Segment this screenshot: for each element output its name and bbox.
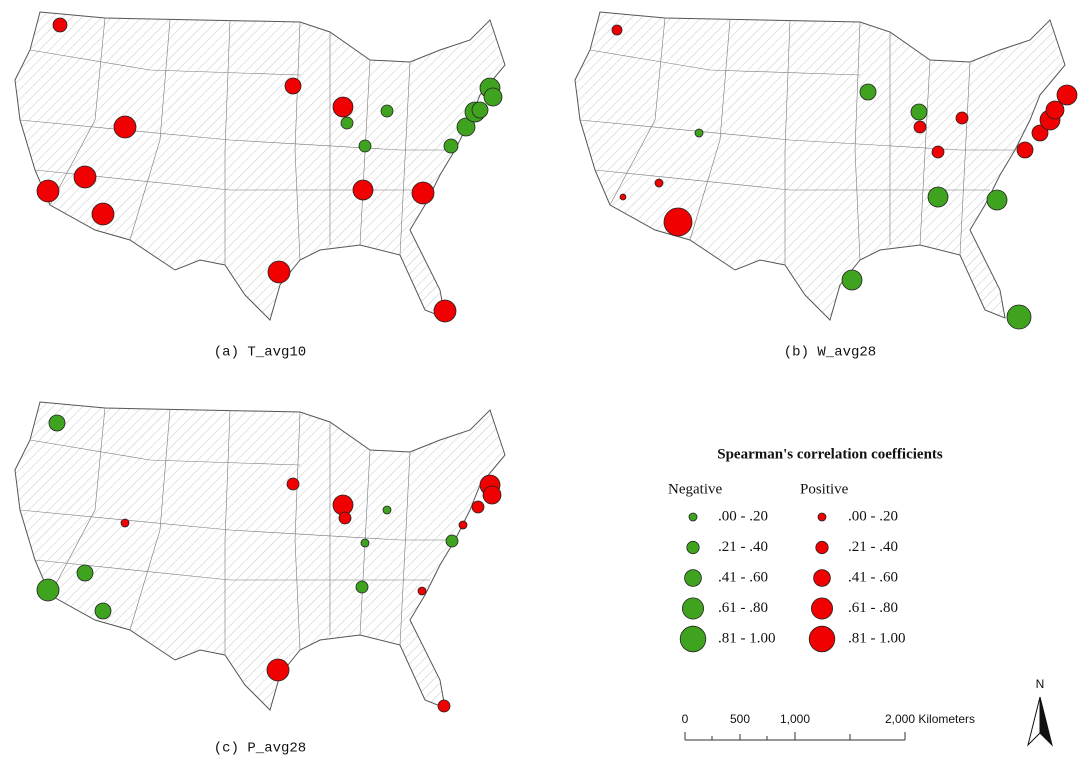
site-negative xyxy=(910,103,928,121)
us-map xyxy=(574,11,1066,321)
site-positive xyxy=(663,207,693,237)
legend-negative-symbol xyxy=(684,569,702,587)
site-negative xyxy=(340,116,354,130)
site-positive xyxy=(332,96,354,118)
legend-class-label: .00 - .20 xyxy=(848,508,898,524)
site-positive xyxy=(654,178,664,188)
site-positive xyxy=(482,485,502,505)
panel-caption: (a) T_avg10 xyxy=(214,345,306,361)
legend-positive-symbol xyxy=(808,625,836,653)
site-positive xyxy=(91,202,115,226)
site-positive xyxy=(1045,100,1065,120)
site-positive xyxy=(417,586,427,596)
map-panel xyxy=(14,11,506,323)
legend-negative-symbol xyxy=(679,625,707,653)
site-positive xyxy=(913,120,927,134)
site-negative xyxy=(94,602,112,620)
site-positive xyxy=(471,500,485,514)
site-positive xyxy=(266,658,290,682)
site-positive xyxy=(338,511,352,525)
legend-class-label: .41 - .60 xyxy=(718,569,768,585)
site-positive xyxy=(611,24,623,36)
site-positive xyxy=(619,193,627,201)
site-negative xyxy=(355,580,369,594)
site-negative xyxy=(986,189,1008,211)
legend-rows: .00 - .20 .00 - .20 .21 - .40 .21 - .40 .41 … xyxy=(679,508,906,653)
legend-class-label: .81 - 1.00 xyxy=(848,630,906,646)
site-positive xyxy=(267,260,291,284)
site-positive xyxy=(284,77,302,95)
site-negative xyxy=(927,186,949,208)
us-map xyxy=(14,11,506,321)
site-negative xyxy=(456,117,476,137)
us-map xyxy=(14,401,506,711)
site-negative xyxy=(694,128,704,138)
site-negative xyxy=(358,139,372,153)
north-label: N xyxy=(1036,677,1045,691)
site-positive xyxy=(437,699,451,713)
legend-positive-symbol xyxy=(811,597,834,620)
site-positive xyxy=(1056,84,1078,106)
legend-class-label: .81 - 1.00 xyxy=(718,630,776,646)
site-positive xyxy=(1016,141,1034,159)
map-panel xyxy=(14,401,506,713)
site-negative xyxy=(483,87,503,107)
site-negative xyxy=(471,101,489,119)
site-positive xyxy=(52,17,68,33)
site-positive xyxy=(411,181,435,205)
legend-title: Spearman's correlation coefficients xyxy=(717,446,943,462)
site-negative xyxy=(48,414,66,432)
legend-class-label: .41 - .60 xyxy=(848,569,898,585)
site-negative xyxy=(859,83,877,101)
site-negative xyxy=(382,505,392,515)
site-negative xyxy=(76,564,94,582)
legend-positive-symbol xyxy=(813,569,831,587)
panel-caption: (b) W_avg28 xyxy=(784,345,876,361)
legend-negative-symbol xyxy=(682,597,705,620)
site-negative xyxy=(445,534,459,548)
scale-bar: 0 500 1,000 2,000 Kilometers xyxy=(682,712,975,741)
scale-label: 0 xyxy=(682,712,689,726)
site-positive xyxy=(286,477,300,491)
site-negative xyxy=(36,578,60,602)
site-positive xyxy=(73,165,97,189)
panel-caption: (c) P_avg28 xyxy=(214,741,306,757)
map-panel xyxy=(574,11,1078,330)
map-panels: (a) T_avg10 (b) W_avg28 (c) P_avg28 xyxy=(14,11,1078,757)
legend-negative: Negative xyxy=(668,481,722,497)
scale-label: 500 xyxy=(730,712,750,726)
north-arrow: N xyxy=(1027,677,1053,747)
site-positive xyxy=(458,520,468,530)
site-positive xyxy=(113,115,137,139)
site-negative xyxy=(443,138,459,154)
site-negative xyxy=(841,269,863,291)
site-positive xyxy=(36,179,60,203)
legend-class-label: .21 - .40 xyxy=(718,539,768,555)
site-positive xyxy=(433,299,457,323)
legend-negative-symbol xyxy=(686,540,700,555)
site-positive xyxy=(955,111,969,125)
site-positive xyxy=(1031,124,1049,142)
site-negative xyxy=(380,104,394,118)
site-positive xyxy=(352,179,374,201)
scale-label: 2,000 Kilometers xyxy=(885,712,975,726)
legend-class-label: .21 - .40 xyxy=(848,539,898,555)
legend-positive-symbol xyxy=(817,512,827,522)
legend-negative-symbol xyxy=(688,512,698,522)
site-positive xyxy=(931,145,945,159)
legend-positive-symbol xyxy=(815,540,829,555)
scale-label: 1,000 xyxy=(780,712,810,726)
site-negative xyxy=(360,538,370,548)
legend-positive: Positive xyxy=(800,481,849,497)
legend-class-label: .61 - .80 xyxy=(718,600,768,616)
site-positive xyxy=(120,518,130,528)
legend-class-label: .61 - .80 xyxy=(848,600,898,616)
site-negative xyxy=(1006,304,1032,330)
legend-class-label: .00 - .20 xyxy=(718,508,768,524)
